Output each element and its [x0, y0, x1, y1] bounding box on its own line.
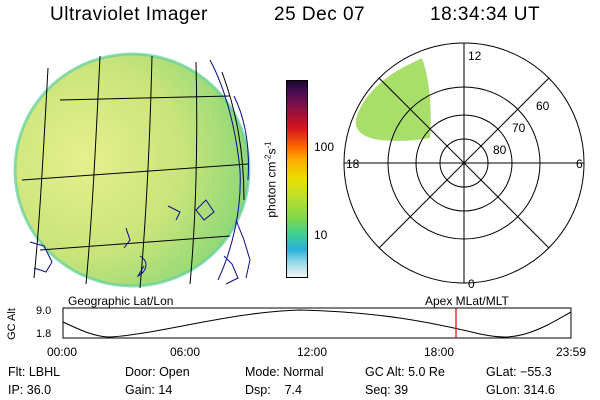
mlt-12-label: 12	[468, 49, 482, 63]
status-dsp: Dsp: 7.4	[245, 383, 302, 397]
status-glat: GLat: −55.3	[486, 365, 552, 379]
orbit-xtick-4: 23:59	[556, 345, 587, 359]
colorbar-tick-10: 10	[314, 228, 328, 242]
status-gain: Gain: 14	[125, 383, 173, 397]
earth-disk	[15, 54, 249, 286]
orbit-altitude-curve	[62, 309, 572, 338]
status-seq: Seq: 39	[365, 383, 409, 397]
lat-70-label: 70	[512, 121, 526, 135]
orbit-xtick-2: 12:00	[297, 345, 328, 359]
mlt-18-label: 18	[346, 157, 360, 171]
status-door: Door: Open	[125, 365, 190, 379]
colorbar	[286, 80, 308, 278]
orbit-xtick-3: 18:00	[424, 345, 455, 359]
orbit-xtick-0: 00:00	[47, 345, 78, 359]
orbit-ytick-top: 9.0	[36, 305, 52, 317]
lat-60-label: 60	[536, 99, 550, 113]
mlt-6-label: 6	[576, 157, 583, 171]
orbit-ytick-bottom: 1.8	[36, 328, 52, 340]
lat-80-label: 80	[493, 143, 507, 157]
geographic-projection-label: Geographic Lat/Lon	[68, 294, 174, 308]
colorbar-tick-100: 100	[314, 140, 335, 154]
geographic-grid	[21, 55, 249, 289]
auroral-emission	[355, 58, 431, 141]
status-ip: IP: 36.0	[8, 383, 52, 397]
time-label: 18:34:34 UT	[430, 4, 541, 25]
date-label: 25 Dec 07	[274, 4, 366, 25]
status-mode: Mode: Normal	[245, 365, 324, 379]
status-glon: GLon: 314.6	[486, 383, 555, 397]
apex-projection-label: Apex MLat/MLT	[425, 294, 509, 308]
instrument-title: Ultraviolet Imager	[50, 4, 208, 25]
status-gc-alt: GC Alt: 5.0 Re	[365, 365, 445, 379]
coastlines	[29, 59, 251, 285]
orbit-xtick-1: 06:00	[170, 345, 201, 359]
status-filter: Flt: LBHL	[8, 365, 61, 379]
mlt-0-label: 0	[468, 277, 475, 291]
